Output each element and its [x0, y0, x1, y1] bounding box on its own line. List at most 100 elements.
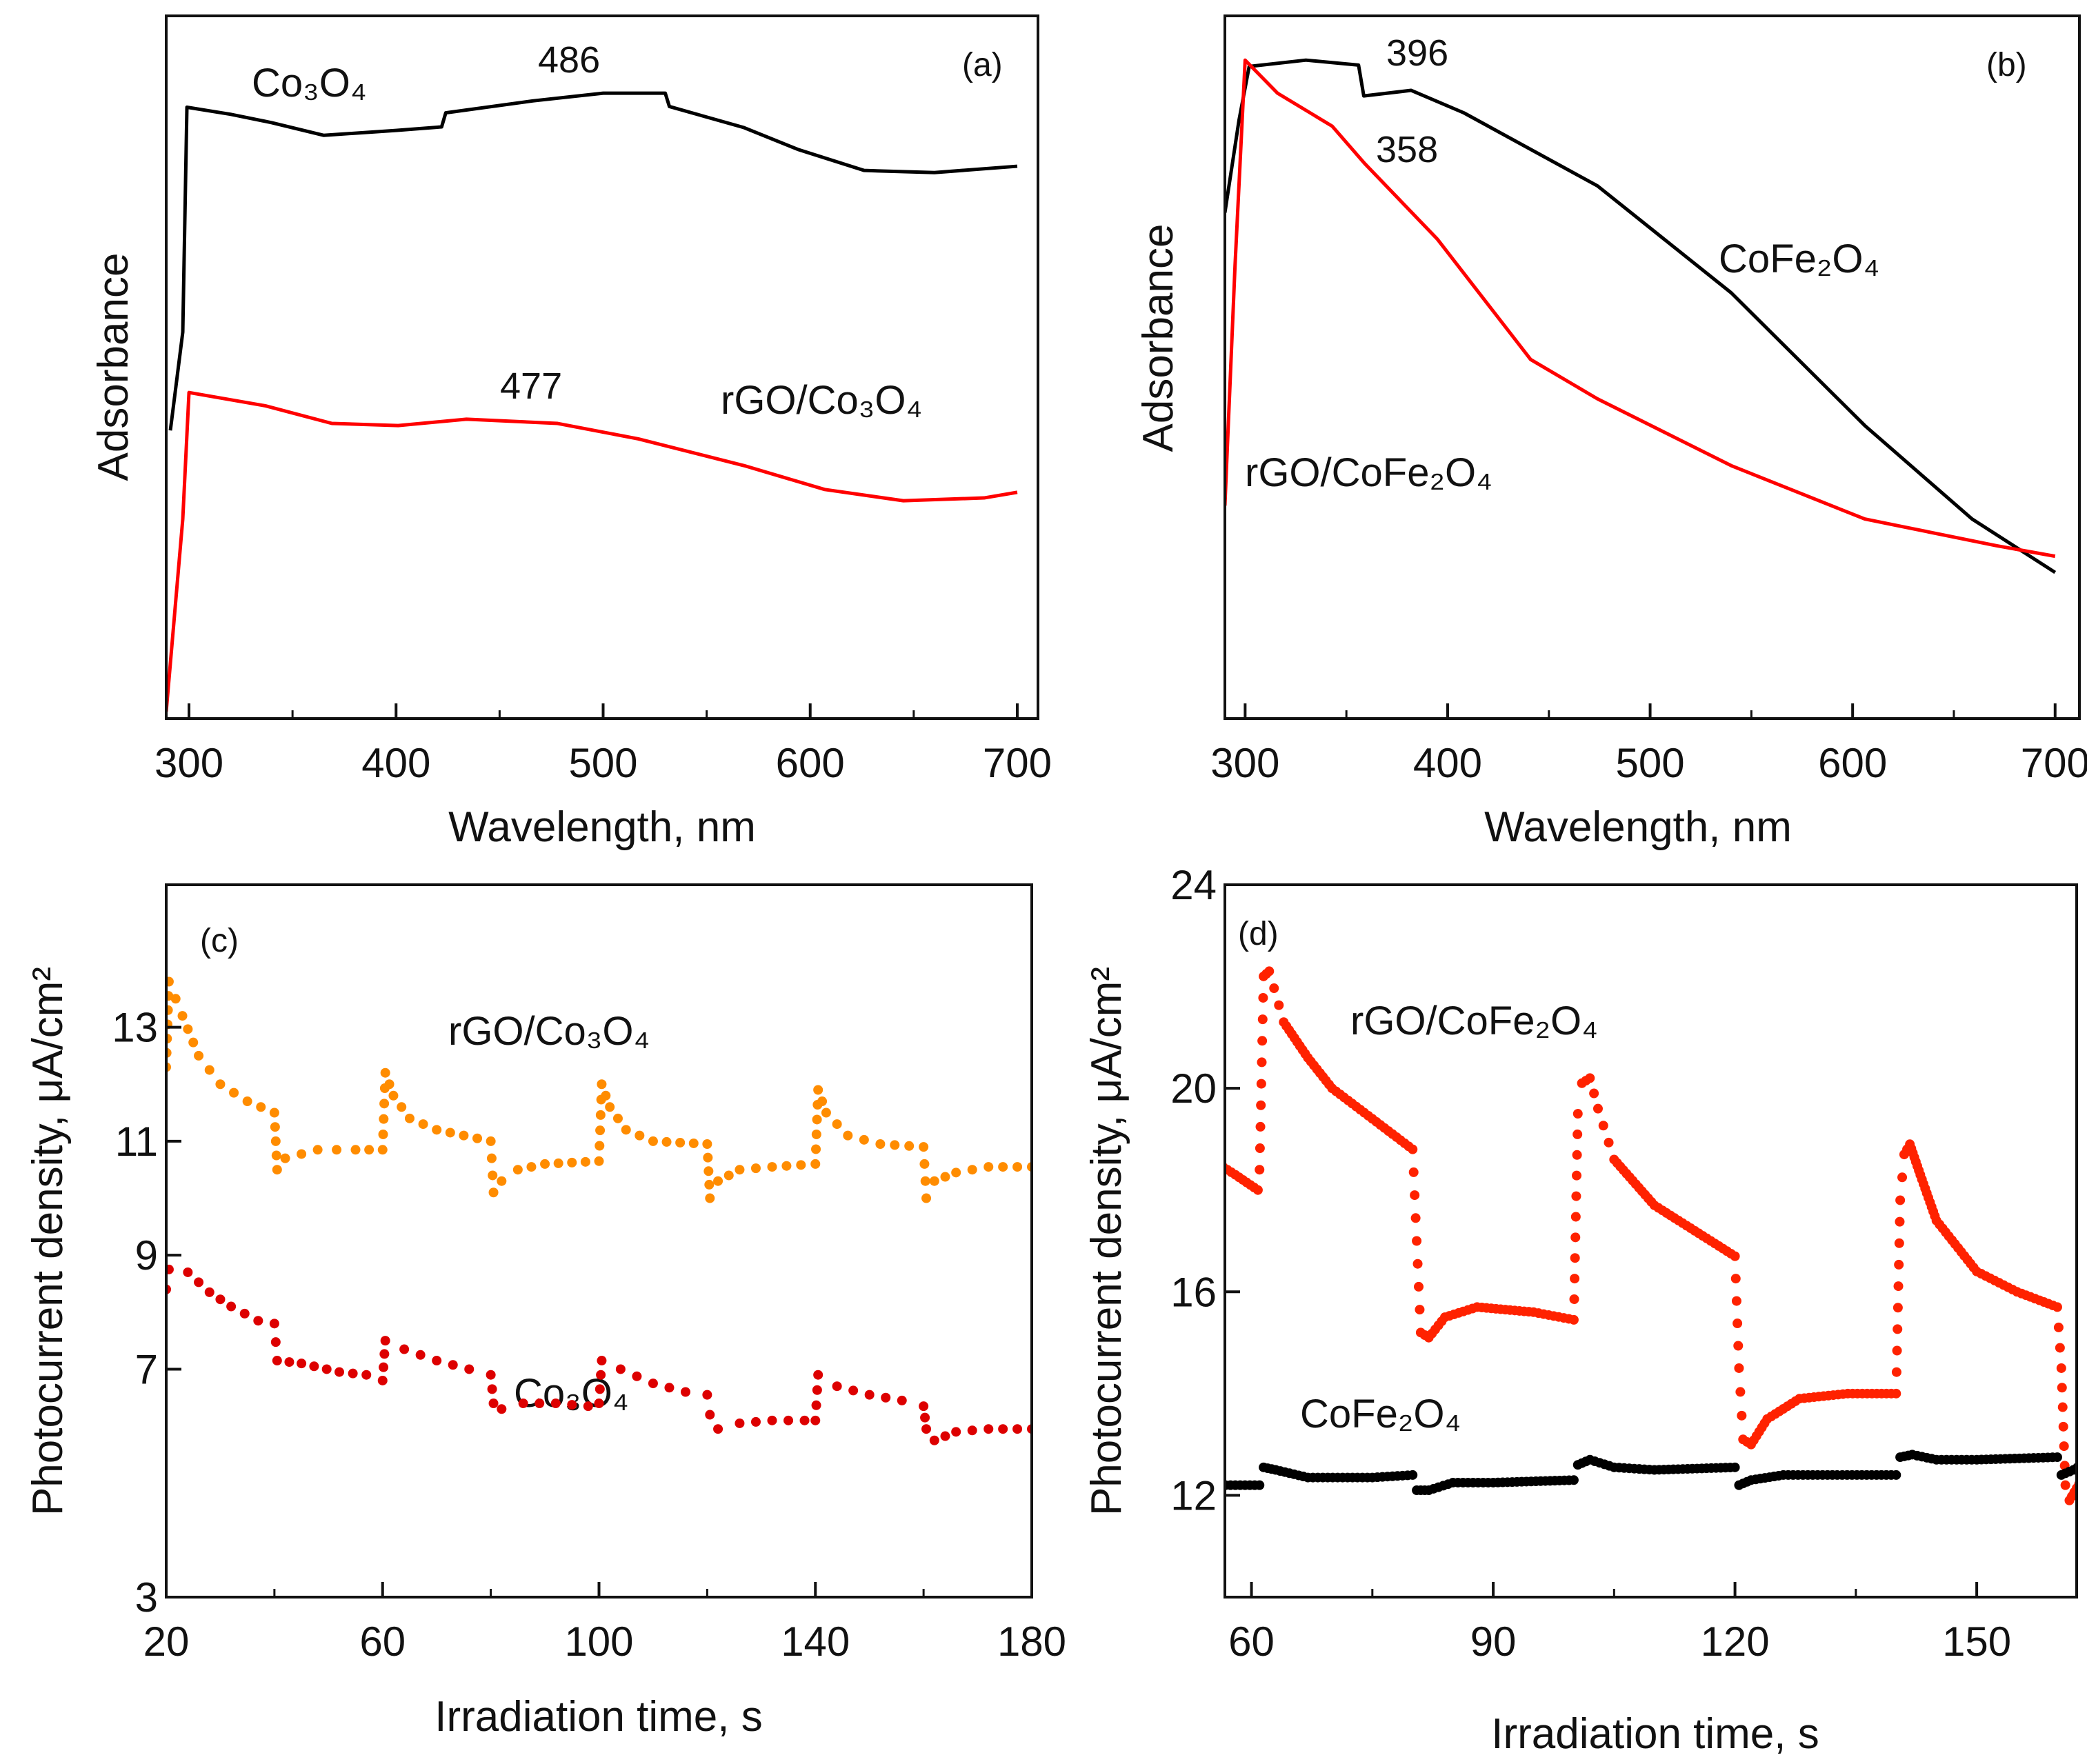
data-point	[705, 1193, 715, 1203]
data-point	[332, 1145, 342, 1155]
data-point	[703, 1152, 713, 1163]
data-point	[464, 1364, 475, 1374]
data-point	[226, 1301, 237, 1312]
data-point	[1592, 1103, 1603, 1114]
data-point	[1568, 1314, 1579, 1325]
y-tick-label: 3	[135, 1574, 158, 1621]
data-point	[1731, 1296, 1741, 1306]
data-point	[553, 1158, 563, 1168]
x-tick-label: 700	[983, 740, 1052, 786]
data-point	[297, 1359, 307, 1369]
data-point	[821, 1107, 831, 1118]
data-point	[215, 1079, 226, 1090]
data-point	[1895, 1195, 1906, 1205]
data-point	[284, 1357, 294, 1367]
y-axis-title-b: Adsorbance	[1135, 224, 1182, 452]
data-point	[271, 1150, 281, 1161]
data-point	[377, 1145, 388, 1155]
data-point	[688, 1138, 699, 1148]
data-point	[497, 1176, 507, 1186]
data-point	[817, 1096, 828, 1107]
data-point	[1893, 1303, 1903, 1313]
data-point	[1569, 1294, 1579, 1304]
data-point	[601, 1090, 611, 1101]
x-axis-title-c: Irradiation time, s	[435, 1693, 763, 1741]
data-point	[297, 1149, 307, 1159]
y-tick-label: 7	[135, 1346, 158, 1392]
data-point	[1894, 1259, 1904, 1270]
data-point	[535, 1399, 545, 1409]
series-line	[166, 390, 1018, 712]
data-point	[750, 1416, 761, 1427]
data-point	[270, 1136, 281, 1146]
data-point	[253, 1316, 263, 1326]
data-point	[703, 1166, 714, 1176]
data-point	[1215, 1160, 1224, 1170]
data-point	[702, 1390, 712, 1400]
data-point	[432, 1125, 442, 1135]
series-0	[1206, 966, 2077, 1505]
data-point	[256, 1102, 266, 1112]
data-point	[1206, 1154, 1216, 1164]
panel-d: 60 90 120 150 12 16 20 24	[1170, 862, 2078, 1665]
data-point	[488, 1399, 499, 1409]
data-point	[735, 1165, 745, 1175]
data-point	[1408, 1167, 1419, 1177]
data-point	[1410, 1213, 1421, 1223]
data-point	[919, 1142, 929, 1152]
x-tick-label: 600	[1818, 740, 1887, 786]
data-point	[832, 1381, 842, 1392]
data-point	[595, 1110, 606, 1120]
data-point	[832, 1119, 842, 1130]
data-point	[280, 1153, 290, 1163]
data-point	[2059, 1441, 2069, 1452]
data-point	[350, 1145, 361, 1155]
data-point	[269, 1107, 279, 1118]
data-point	[920, 1412, 930, 1423]
data-point	[270, 1122, 280, 1132]
series-label-rgo-co3o4-c: rGO/Co₃O₄	[448, 1009, 650, 1054]
data-point	[272, 1356, 282, 1366]
data-point	[615, 1364, 626, 1374]
data-point	[2058, 1421, 2068, 1432]
data-point	[929, 1176, 939, 1186]
data-point	[229, 1088, 239, 1098]
data-point	[1258, 992, 1268, 1003]
x-tick-label: 100	[564, 1618, 633, 1665]
data-point	[998, 1424, 1008, 1434]
data-point	[595, 1384, 605, 1394]
data-point	[1891, 1388, 1901, 1399]
series-0	[1225, 58, 2057, 574]
data-point	[418, 1119, 428, 1130]
x-tick-label: 90	[1470, 1618, 1517, 1665]
data-point	[1570, 1232, 1581, 1243]
panel-c-label: (c)	[200, 923, 239, 959]
data-point	[497, 1404, 507, 1414]
data-point	[2052, 1452, 2062, 1463]
data-point	[361, 1370, 372, 1380]
data-point	[810, 1159, 821, 1169]
data-point	[512, 1165, 523, 1175]
data-point	[612, 1113, 623, 1123]
data-point	[812, 1385, 822, 1395]
data-point	[983, 1162, 994, 1172]
data-point	[378, 1129, 388, 1139]
data-point	[1252, 1185, 1263, 1195]
series-label-cofe2o4-d: CoFe₂O₄	[1300, 1392, 1461, 1436]
y-tick-label: 24	[1170, 862, 1217, 908]
data-point	[594, 1156, 604, 1166]
data-point	[1735, 1387, 1746, 1397]
data-point	[750, 1163, 761, 1174]
y-tick-label: 11	[115, 1119, 158, 1165]
data-point	[799, 1415, 810, 1425]
data-point	[380, 1336, 390, 1346]
data-point	[597, 1356, 607, 1366]
data-point	[1733, 1341, 1744, 1351]
data-point	[1414, 1281, 1424, 1292]
data-point	[783, 1415, 794, 1425]
data-point	[567, 1157, 577, 1167]
data-point	[781, 1161, 792, 1171]
data-point	[488, 1170, 498, 1181]
data-point	[595, 1125, 606, 1136]
